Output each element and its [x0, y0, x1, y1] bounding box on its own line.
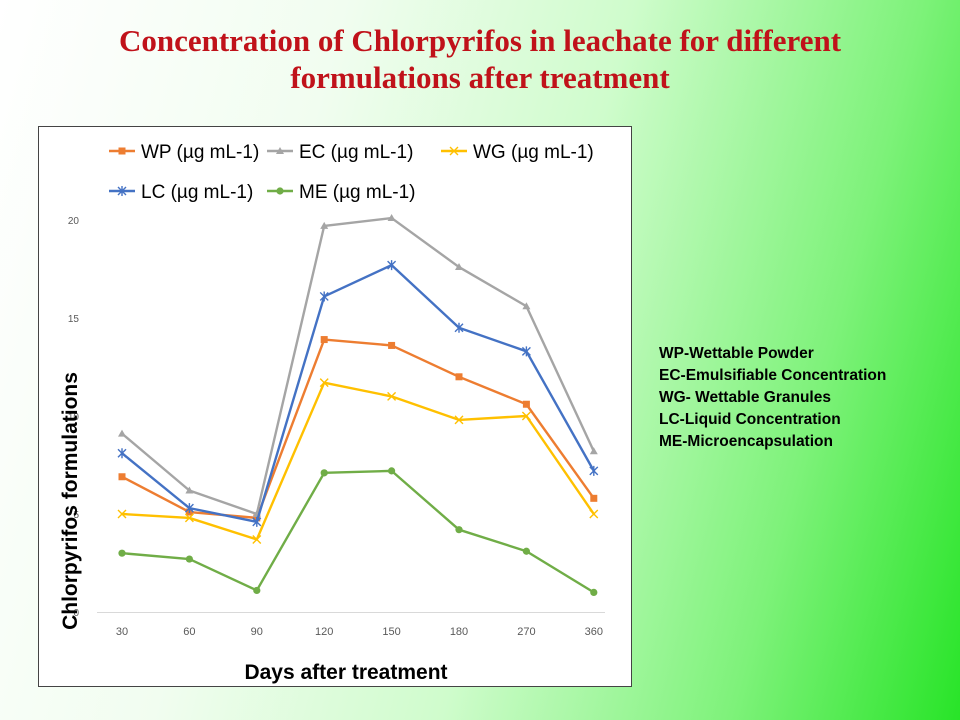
x-tick-label: 30 — [116, 626, 128, 638]
legend-item-wp: WP (µg mL-1) — [109, 142, 259, 163]
point-marker — [590, 494, 598, 502]
x-tick-label: 150 — [382, 626, 400, 638]
series-line — [120, 216, 595, 516]
point-marker — [118, 549, 126, 557]
x-tick-label: 60 — [183, 626, 195, 638]
point-marker — [319, 291, 329, 302]
point-marker — [455, 263, 463, 271]
point-marker — [320, 336, 328, 344]
abbreviation-wg: WG- Wettable Granules — [659, 389, 831, 406]
point-marker — [118, 147, 126, 155]
point-marker — [118, 473, 126, 481]
point-marker — [454, 415, 464, 425]
x-tick-label: 360 — [585, 626, 603, 638]
point-marker — [387, 260, 397, 271]
point-marker — [455, 373, 463, 381]
point-marker — [117, 186, 127, 196]
point-marker — [276, 187, 284, 195]
point-marker — [589, 447, 598, 455]
series-line — [120, 381, 595, 541]
abbreviation-lc: LC-Liquid Concentration — [659, 411, 841, 428]
x-tick-label: 270 — [517, 626, 535, 638]
x-axis-label: Days after treatment — [244, 661, 447, 684]
point-marker — [521, 411, 531, 421]
point-marker — [184, 513, 194, 523]
series-wg — [117, 378, 599, 544]
legend-item-ec: EC (µg mL-1) — [267, 142, 413, 163]
series-me — [118, 467, 598, 596]
point-marker — [252, 516, 262, 527]
legend-item-me: ME (µg mL-1) — [267, 182, 416, 203]
legend-label: ME (µg mL-1) — [299, 182, 416, 203]
slide-title: Concentration of Chlorpyrifos in leachat… — [0, 22, 960, 96]
chart-axes: 0 5 10 15 20 30 60 90 120 150 180 270 360 — [68, 216, 605, 638]
point-marker — [589, 465, 599, 476]
series-ec — [118, 214, 598, 517]
x-tick-label: 90 — [251, 626, 263, 638]
y-tick-label: 20 — [68, 216, 80, 227]
slide-title-line-1: Concentration of Chlorpyrifos in leachat… — [118, 23, 842, 58]
legend-label: LC (µg mL-1) — [141, 182, 253, 203]
chart-series — [117, 214, 599, 596]
x-tick-label: 120 — [315, 626, 333, 638]
y-tick-label: 5 — [73, 510, 79, 521]
point-marker — [117, 509, 127, 519]
point-marker — [449, 146, 459, 156]
line-chart: WP (µg mL-1) EC (µg mL-1) WG (µg mL-1) LC (… — [59, 142, 605, 684]
y-axis-label: Chlorpyrifos formulations — [59, 372, 82, 630]
abbreviation-wp: WP-Wettable Powder — [659, 345, 814, 362]
point-marker — [522, 547, 530, 555]
chart-panel: WP (µg mL-1) EC (µg mL-1) WG (µg mL-1) LC (… — [38, 126, 632, 687]
legend-item-lc: LC (µg mL-1) — [109, 182, 253, 203]
point-marker — [522, 302, 531, 310]
abbreviation-key: WP-Wettable Powder EC-Emulsifiable Conce… — [659, 343, 886, 453]
y-tick-label: 15 — [68, 314, 80, 325]
point-marker — [252, 534, 262, 544]
chart-legend: WP (µg mL-1) EC (µg mL-1) WG (µg mL-1) LC (… — [109, 142, 594, 203]
series-lc — [117, 260, 599, 527]
y-tick-label: 10 — [68, 412, 80, 423]
series-line — [120, 338, 595, 520]
point-marker — [319, 378, 329, 388]
point-marker — [118, 429, 126, 437]
series-line — [120, 469, 595, 594]
point-marker — [522, 400, 530, 408]
point-marker — [590, 588, 598, 596]
abbreviation-me: ME-Microencapsulation — [659, 433, 833, 450]
point-marker — [454, 322, 464, 333]
point-marker — [388, 467, 396, 475]
point-marker — [320, 469, 328, 477]
point-marker — [320, 221, 329, 229]
legend-label: EC (µg mL-1) — [299, 142, 413, 163]
series-line — [120, 263, 595, 524]
legend-item-wg: WG (µg mL-1) — [441, 142, 594, 163]
point-marker — [387, 391, 397, 401]
point-marker — [117, 448, 127, 459]
slide-title-line-2: formulations after treatment — [290, 60, 670, 95]
point-marker — [521, 346, 531, 357]
x-tick-label: 180 — [450, 626, 468, 638]
point-marker — [184, 503, 194, 514]
point-marker — [589, 509, 599, 519]
point-marker — [276, 147, 284, 154]
abbreviation-ec: EC-Emulsifiable Concentration — [659, 367, 887, 384]
point-marker — [455, 526, 463, 534]
series-wp — [118, 336, 598, 522]
legend-label: WP (µg mL-1) — [141, 142, 259, 163]
y-tick-label: 0 — [73, 608, 79, 619]
point-marker — [388, 341, 396, 349]
point-marker — [387, 214, 396, 222]
point-marker — [253, 586, 261, 595]
point-marker — [185, 555, 193, 563]
point-marker — [185, 486, 194, 494]
legend-label: WG (µg mL-1) — [473, 142, 594, 163]
